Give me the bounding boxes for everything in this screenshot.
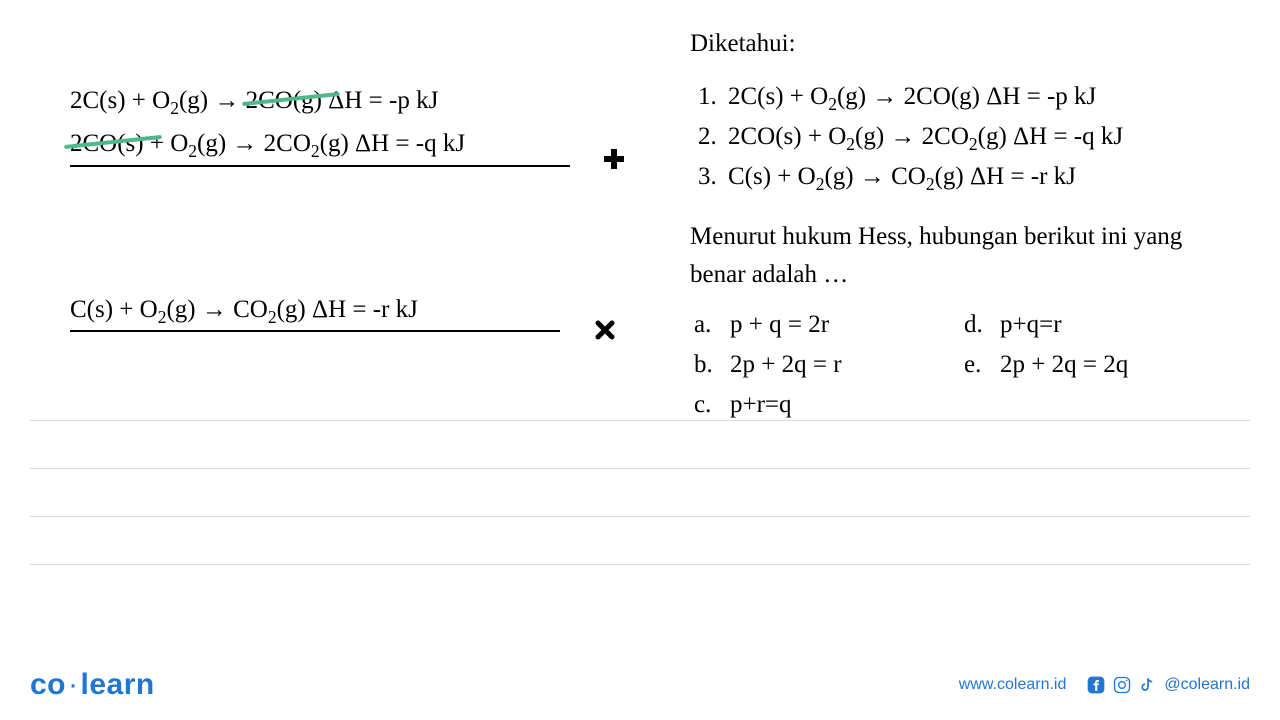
equation-3: C(s) + O2(g) → CO2(g) ΔH = -r kJ <box>70 289 660 334</box>
rule-line <box>30 516 1250 564</box>
social-icons: @colearn.id <box>1086 675 1250 695</box>
footer: co·learn www.colearn.id @colearn.id <box>0 668 1280 702</box>
rule-line <box>30 420 1250 468</box>
logo-text-a: co <box>30 668 66 701</box>
eq-text: + O <box>144 130 189 157</box>
list-item: 1. 2C(s) + O2(g) → 2CO(g) ΔH = -p kJ <box>698 78 1240 118</box>
footer-right: www.colearn.id @colearn.id <box>959 675 1250 695</box>
facebook-icon <box>1086 675 1106 695</box>
rule-line <box>30 468 1250 516</box>
item-eq: 2CO(s) + O2(g) → 2CO2(g) ΔH = -q kJ <box>728 118 1123 158</box>
brand-logo: co·learn <box>30 668 155 702</box>
eq-text: 2C(s) + O <box>70 87 170 114</box>
plus-icon <box>603 147 625 177</box>
option-d: d.p+q=r <box>964 305 1234 345</box>
eq-text: (g) → 2CO <box>197 130 311 157</box>
eq-text: (g) ΔH = -q kJ <box>320 130 465 157</box>
notebook-lines <box>30 420 1250 612</box>
equation-multiply-block: C(s) + O2(g) → CO2(g) ΔH = -r kJ <box>70 289 660 334</box>
eq-sub: 2 <box>170 98 179 118</box>
work-area: 2C(s) + O2(g) → 2CO(g) ΔH = -p kJ 2CO(s)… <box>20 30 660 425</box>
problem-statement: Diketahui: 1. 2C(s) + O2(g) → 2CO(g) ΔH … <box>660 30 1240 425</box>
instagram-icon <box>1112 675 1132 695</box>
given-title: Diketahui: <box>690 30 1240 58</box>
equation-1: 2C(s) + O2(g) → 2CO(g) ΔH = -p kJ <box>70 80 660 123</box>
answer-options: a.p + q = 2r d.p+q=r b.2p + 2q = r e.2p … <box>690 305 1240 425</box>
eq-sub: 2 <box>311 141 320 161</box>
option-b: b.2p + 2q = r <box>694 345 964 385</box>
main-content: 2C(s) + O2(g) → 2CO(g) ΔH = -p kJ 2CO(s)… <box>0 0 1280 425</box>
eq-text: (g) ΔH = -r kJ <box>277 296 418 323</box>
eq-text: (g) → CO <box>166 296 267 323</box>
item-eq: 2C(s) + O2(g) → 2CO(g) ΔH = -p kJ <box>728 78 1096 118</box>
list-item: 3. C(s) + O2(g) → CO2(g) ΔH = -r kJ <box>698 158 1240 198</box>
equation-2: 2CO(s) + O2(g) → 2CO2(g) ΔH = -q kJ <box>70 123 660 168</box>
given-equations-list: 1. 2C(s) + O2(g) → 2CO(g) ΔH = -p kJ 2. … <box>690 78 1240 198</box>
logo-dot: · <box>68 668 79 701</box>
rule-line <box>30 564 1250 612</box>
eq-text: C(s) + O <box>70 296 158 323</box>
eq-sub: 2 <box>188 141 197 161</box>
struck-term: 2CO(g) <box>246 87 322 114</box>
item-number: 3. <box>698 158 728 198</box>
item-number: 1. <box>698 78 728 118</box>
option-e: e.2p + 2q = 2q <box>964 345 1234 385</box>
eq-sub: 2 <box>268 307 277 327</box>
list-item: 2. 2CO(s) + O2(g) → 2CO2(g) ΔH = -q kJ <box>698 118 1240 158</box>
question-text: Menurut hukum Hess, hubungan berikut ini… <box>690 218 1240 293</box>
sum-underline: 2CO(s) + O2(g) → 2CO2(g) ΔH = -q kJ <box>70 125 570 166</box>
eq-text: (g) → <box>179 87 246 114</box>
item-eq: C(s) + O2(g) → CO2(g) ΔH = -r kJ <box>728 158 1076 198</box>
eq-text: ΔH = -p kJ <box>322 87 438 114</box>
tiktok-icon <box>1138 675 1158 695</box>
website-url: www.colearn.id <box>959 676 1067 694</box>
option-a: a.p + q = 2r <box>694 305 964 345</box>
item-number: 2. <box>698 118 728 158</box>
logo-text-b: learn <box>81 668 155 701</box>
social-handle: @colearn.id <box>1164 676 1250 694</box>
equation-addition-block: 2C(s) + O2(g) → 2CO(g) ΔH = -p kJ 2CO(s)… <box>70 80 660 169</box>
struck-term: 2CO(s) <box>70 130 144 157</box>
multiply-icon <box>595 320 615 346</box>
product-underline: C(s) + O2(g) → CO2(g) ΔH = -r kJ <box>70 291 560 332</box>
